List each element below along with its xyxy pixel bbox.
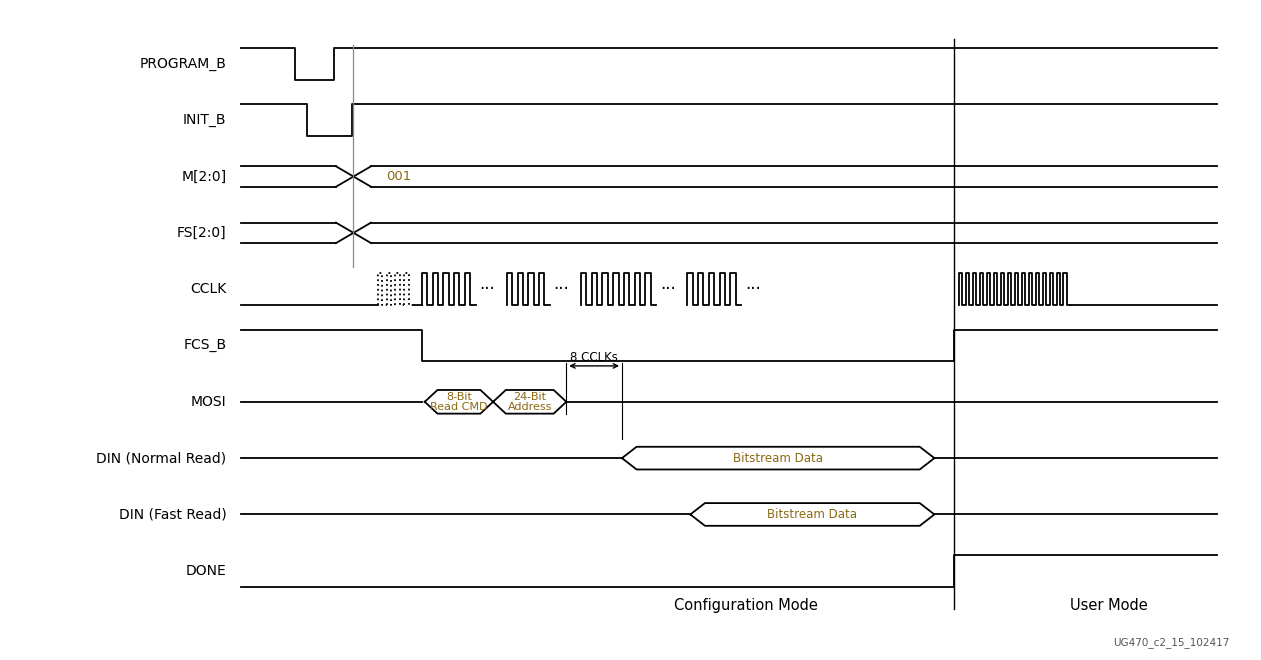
Text: ···: ··· [554, 280, 570, 298]
Text: User Mode: User Mode [1069, 598, 1148, 613]
Text: MOSI: MOSI [190, 395, 227, 409]
Text: INIT_B: INIT_B [183, 114, 227, 127]
Text: 8-Bit: 8-Bit [446, 392, 472, 402]
Text: UG470_c2_15_102417: UG470_c2_15_102417 [1113, 637, 1229, 648]
Text: DIN (Fast Read): DIN (Fast Read) [119, 508, 227, 521]
Text: PROGRAM_B: PROGRAM_B [140, 57, 227, 71]
Text: Bitstream Data: Bitstream Data [733, 451, 823, 465]
Text: FS[2:0]: FS[2:0] [177, 226, 227, 240]
Text: CCLK: CCLK [190, 282, 227, 296]
Text: M[2:0]: M[2:0] [182, 170, 227, 183]
Text: 001: 001 [386, 170, 411, 183]
Text: DIN (Normal Read): DIN (Normal Read) [96, 451, 227, 465]
Text: Configuration Mode: Configuration Mode [673, 598, 818, 613]
Text: Read CMD: Read CMD [430, 402, 488, 412]
Text: 24-Bit: 24-Bit [513, 392, 546, 402]
Text: Address: Address [507, 402, 552, 412]
Text: Bitstream Data: Bitstream Data [768, 508, 857, 521]
Text: ···: ··· [479, 280, 496, 298]
Text: DONE: DONE [185, 564, 227, 578]
Text: 8 CCLKs: 8 CCLKs [570, 351, 618, 364]
Text: ···: ··· [660, 280, 676, 298]
Text: ···: ··· [745, 280, 760, 298]
Text: FCS_B: FCS_B [183, 339, 227, 352]
